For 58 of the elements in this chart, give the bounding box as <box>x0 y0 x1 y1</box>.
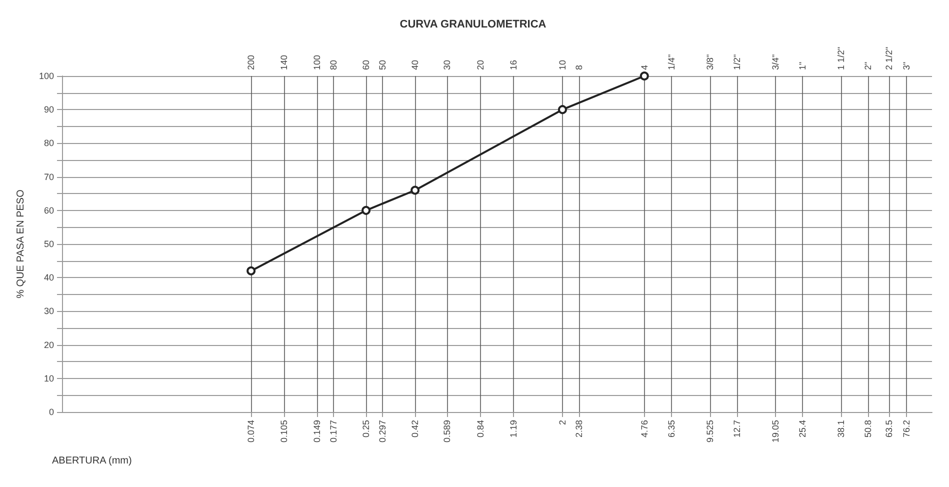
x-tick-label: 0.105 <box>279 420 290 443</box>
text: 1" <box>798 62 808 70</box>
x-tick-label: 2.38 <box>574 420 584 438</box>
x-tick-label: 12.7 <box>732 420 742 438</box>
y-tick-label: 30 <box>44 306 54 316</box>
x-tick-label: 19.05 <box>770 420 780 443</box>
x-tick-label: 0.297 <box>377 420 388 443</box>
text: 80 <box>328 60 338 70</box>
chart-title: CURVA GRANULOMETRICA <box>400 18 546 30</box>
text: 1 1/2" <box>836 46 846 70</box>
x-tick-label: 0.149 <box>312 420 322 443</box>
x-tick-label: 25.4 <box>798 420 808 438</box>
text: 200 <box>246 54 256 70</box>
y-tick-label: 40 <box>44 272 54 283</box>
x-tick-label: 0.84 <box>476 420 486 438</box>
text: 50 <box>377 60 388 70</box>
x-tick-label: 1.19 <box>508 420 518 438</box>
text: 2 1/2" <box>884 46 894 70</box>
text: 20 <box>476 60 486 70</box>
y-tick-label: 50 <box>44 239 54 249</box>
y-tick-label: 100 <box>38 71 54 81</box>
text: 2" <box>863 62 874 70</box>
x-tick-label: 38.1 <box>836 420 846 438</box>
y-tick-label: 20 <box>44 340 54 350</box>
text: 3/8" <box>704 54 715 70</box>
text: 1/4" <box>666 54 677 70</box>
y-axis-title: % QUE PASA EN PESO <box>16 189 26 298</box>
text: 140 <box>279 54 290 70</box>
text: 1/2" <box>732 54 742 70</box>
x-tick-label: 0.074 <box>246 420 256 443</box>
x-tick-label: 2 <box>557 420 568 426</box>
x-axis-title: ABERTURA (mm) <box>52 456 132 466</box>
x-tick-label: 63.5 <box>884 420 894 438</box>
x-tick-label: 0.589 <box>442 420 452 443</box>
text: 100 <box>312 54 322 70</box>
x-tick-label: 0.177 <box>328 420 338 443</box>
y-tick-label: 80 <box>44 138 54 148</box>
x-tick-label: 0.42 <box>410 420 420 438</box>
y-tick-label: 0 <box>48 407 54 417</box>
text: 8 <box>574 64 584 70</box>
y-tick-label: 90 <box>44 104 54 115</box>
y-tick-label: 10 <box>44 373 54 384</box>
text: 60 <box>361 60 372 70</box>
y-tick-label: 60 <box>44 205 54 216</box>
x-tick-label: 76.2 <box>901 420 912 438</box>
x-tick-label: 50.8 <box>863 420 874 438</box>
x-tick-label: 0.25 <box>361 420 372 438</box>
text: 16 <box>508 60 518 70</box>
x-tick-label: 9.525 <box>704 420 715 443</box>
x-tick-label: 4.76 <box>639 420 650 438</box>
text: 3/4" <box>770 54 780 70</box>
text: 4 <box>639 64 650 70</box>
text: 3" <box>901 62 912 70</box>
text: 40 <box>410 60 420 70</box>
x-tick-label: 6.35 <box>666 420 677 438</box>
y-tick-label: 70 <box>44 172 54 182</box>
text: 30 <box>442 60 452 70</box>
text: 10 <box>557 60 568 70</box>
